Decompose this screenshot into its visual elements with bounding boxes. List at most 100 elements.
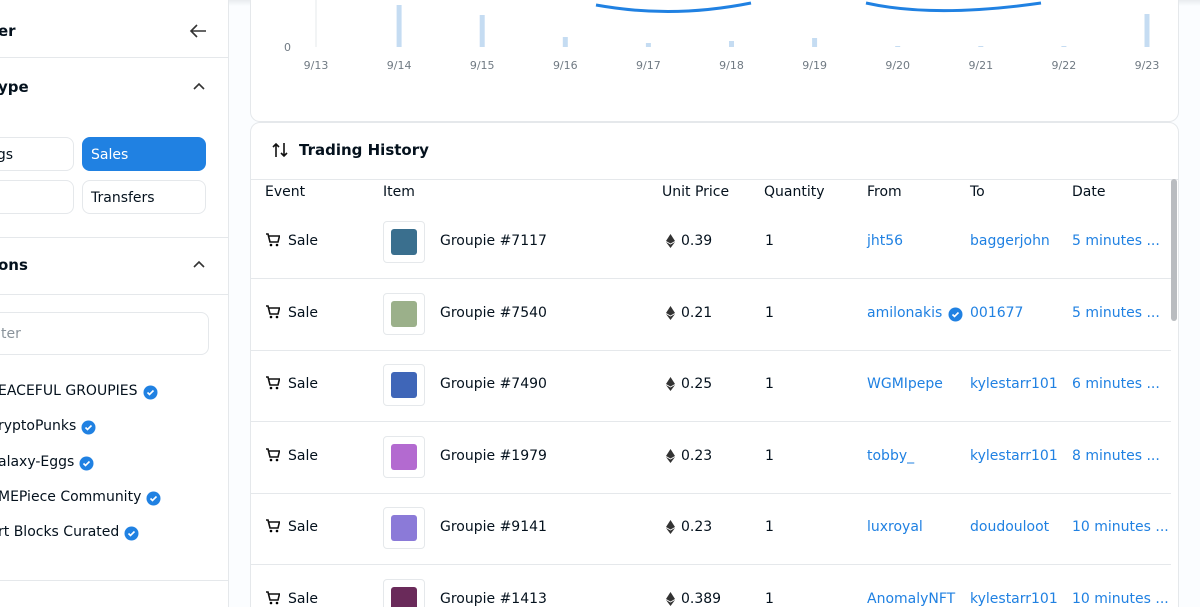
unit-price: 0.389 [681,590,722,607]
collection-name: MEPiece Community [0,488,142,505]
date[interactable]: 5 minutes ... [1072,233,1160,249]
column-header: From [867,184,902,200]
to-user[interactable]: kylestarr101 [970,376,1058,392]
collection-item[interactable]: EACEFUL GROUPIES [0,382,228,402]
scrollbar[interactable] [1171,179,1177,321]
x-tick-label: 9/16 [553,59,578,72]
quantity: 1 [765,376,774,392]
to-user[interactable]: kylestarr101 [970,447,1058,464]
chevron[interactable] [192,80,206,94]
column-header: Unit Price [662,184,730,200]
thumbnail-frame[interactable] [383,292,425,335]
price-line [595,1,1042,13]
filter-button[interactable]: Sales [82,137,206,171]
unit-price: 0.39 [681,233,713,249]
column-header: Item [383,184,415,200]
quantity: 1 [765,304,774,321]
thumbnail-frame[interactable] [383,578,425,607]
item-name[interactable]: Groupie #1979 [440,447,547,464]
cart-icon [266,376,280,390]
from-user[interactable]: tobby_ [867,447,915,464]
item-name[interactable]: Groupie #1413 [440,590,547,607]
unit-price: 0.23 [681,519,713,535]
thumbnail [391,586,417,607]
eth-icon [666,234,675,248]
quantity: 1 [765,519,774,535]
thumbnail-frame[interactable] [383,364,425,406]
unit-price: 0.23 [681,447,713,464]
x-tick-label: 9/21 [968,59,993,72]
thumbnail [391,229,417,255]
thumbnail-frame[interactable] [383,221,425,263]
date[interactable]: 5 minutes ... [1072,304,1160,321]
collection-item[interactable]: alaxy-Eggs [0,453,228,473]
eth-icon [666,448,675,463]
bar [978,46,984,47]
bar [895,46,901,47]
event: Sale [288,376,318,392]
swap-icon [272,142,288,158]
cart-icon [266,519,280,533]
verified-badge [146,491,161,506]
verified-badge [124,526,139,541]
divider [0,57,228,58]
to-user[interactable]: doudouloot [970,519,1050,535]
collection-item[interactable]: MEPiece Community [0,488,228,508]
event: Sale [288,590,318,607]
table-row: Sale Groupie #1979 0.23 1 tobby_ kylestarr101… [251,422,1171,494]
from-user[interactable]: jht56 [867,233,904,249]
divider [0,580,228,581]
section-title: ype [0,78,29,96]
y-tick-label: 0 [284,41,291,54]
x-tick-label: 9/18 [719,59,744,72]
collection-name: alaxy-Eggs [0,453,75,470]
from-user[interactable]: amilonakis [867,304,943,321]
section-title: ons [0,256,28,274]
date[interactable]: 8 minutes ... [1072,447,1160,464]
bar [1144,14,1150,47]
item-name[interactable]: Groupie #7117 [440,233,547,249]
item-name[interactable]: Groupie #9141 [440,519,547,535]
filter-button[interactable] [0,180,74,214]
table-row: Sale Groupie #7117 0.39 1 jht56 baggerjohn 5 m… [251,207,1171,279]
eth-icon [666,305,675,320]
eth-icon [666,520,675,534]
table-row: Sale Groupie #7490 0.25 1 WGMIpepe kylestarr1… [251,350,1171,422]
collection-item[interactable]: rt Blocks Curated [0,523,228,543]
verified-badge [143,385,158,400]
column-header: To [970,184,985,200]
date[interactable]: 10 minutes ... [1072,519,1169,535]
from-user[interactable]: AnomalyNFT [867,590,956,607]
filter-button[interactable]: Transfers [82,180,206,214]
quantity: 1 [765,233,774,249]
verified-badge [948,307,963,321]
divider [251,179,1178,180]
card-title: Trading History [299,141,429,159]
bar [812,38,818,47]
date[interactable]: 10 minutes ... [1072,590,1169,607]
item-name[interactable]: Groupie #7490 [440,376,547,392]
x-tick-label: 9/15 [470,59,495,72]
from-user[interactable]: luxroyal [867,519,923,535]
thumbnail [391,372,417,398]
to-user[interactable]: kylestarr101 [970,590,1058,607]
to-user[interactable]: baggerjohn [970,233,1050,249]
cart-icon [266,590,280,604]
filter-title: er [0,22,16,40]
column-header: Quantity [764,184,825,200]
collection-item[interactable]: ryptoPunks [0,417,228,437]
chevron[interactable] [192,258,206,272]
from-user[interactable]: WGMIpepe [867,376,943,392]
item-name[interactable]: Groupie #7540 [440,304,547,321]
thumbnail-frame[interactable] [383,507,425,549]
date[interactable]: 6 minutes ... [1072,376,1160,392]
thumbnail-frame[interactable] [383,435,425,478]
filter-button[interactable]: gs [0,137,74,171]
to-user[interactable]: 001677 [970,304,1024,321]
thumbnail [391,515,417,541]
collapse-icon[interactable] [188,22,208,40]
collection-name: ryptoPunks [0,418,77,435]
table-row: Sale Groupie #9141 0.23 1 luxroyal doudouloot… [251,493,1171,565]
search-input[interactable]: ter [0,312,209,355]
